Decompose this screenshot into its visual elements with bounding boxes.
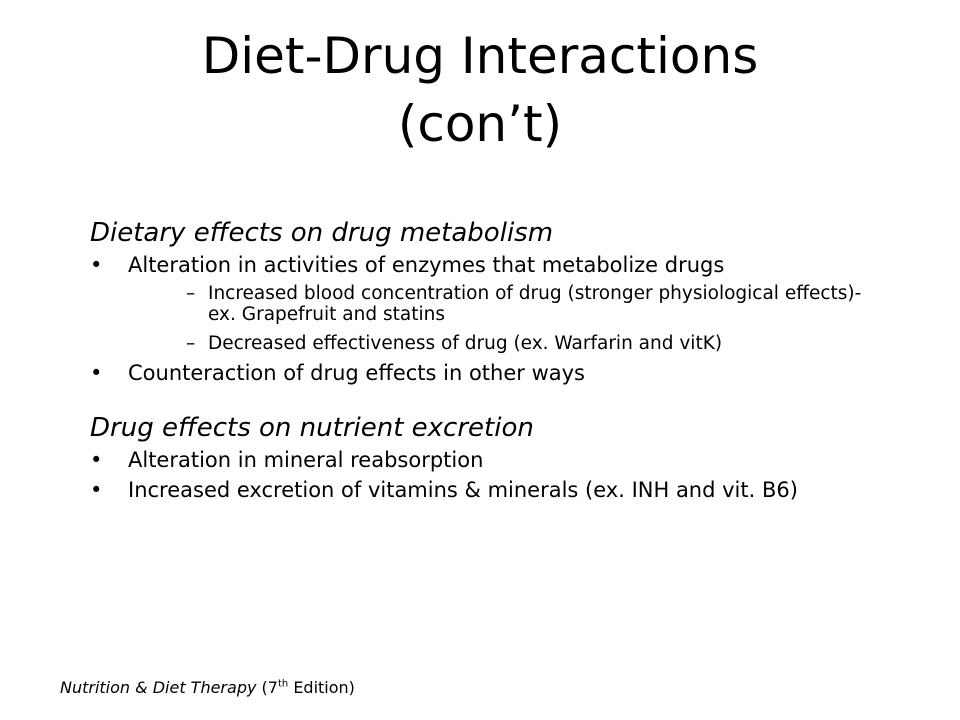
sub-bullet: Decreased effectiveness of drug (ex. War… xyxy=(128,333,870,354)
sub-list: Increased blood concentration of drug (s… xyxy=(128,283,870,354)
bullet-list: Alteration in activities of enzymes that… xyxy=(90,253,870,386)
sub-bullet: Increased blood concentration of drug (s… xyxy=(128,283,870,325)
footer-title: Nutrition & Diet Therapy xyxy=(60,678,257,697)
footer: Nutrition & Diet Therapy (7th Edition) xyxy=(60,678,355,697)
bullet-text: Alteration in activities of enzymes that… xyxy=(128,253,725,277)
bullet: Alteration in activities of enzymes that… xyxy=(90,253,870,355)
slide-title: Diet-Drug Interactions (con’t) xyxy=(201,27,759,153)
bullet: Increased excretion of vitamins & minera… xyxy=(90,479,870,503)
bullet: Counteraction of drug effects in other w… xyxy=(90,362,870,386)
bullet-list: Alteration in mineral reabsorption Incre… xyxy=(90,449,870,503)
section-heading: Drug effects on nutrient excretion xyxy=(90,413,534,443)
footer-sup: th xyxy=(277,678,289,690)
section-heading: Dietary effects on drug metabolism xyxy=(90,218,554,248)
footer-edition: Edition) xyxy=(293,678,355,697)
bullet: Alteration in mineral reabsorption xyxy=(90,449,870,473)
content: Dietary effects on drug metabolism Alter… xyxy=(90,216,870,509)
footer-edition: (7 xyxy=(261,678,278,697)
